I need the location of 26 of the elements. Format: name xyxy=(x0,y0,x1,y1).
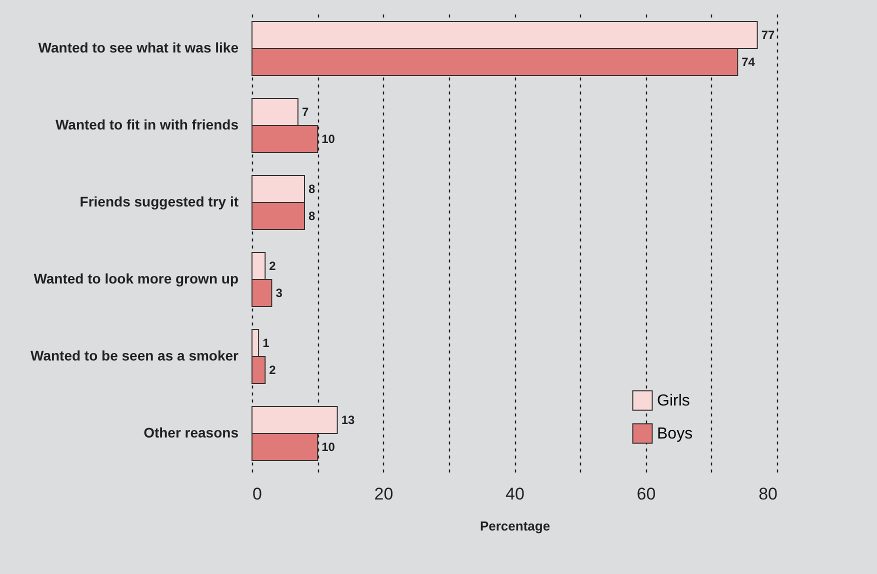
x-tick-label: 20 xyxy=(374,484,394,504)
y-tick-label: Other reasons xyxy=(144,424,239,440)
data-label: 74 xyxy=(742,54,756,69)
data-label: 77 xyxy=(761,28,775,42)
x-axis-title: Percentage xyxy=(480,518,550,534)
data-label: 10 xyxy=(322,440,336,454)
data-label: 8 xyxy=(308,182,316,196)
x-tick-label: 0 xyxy=(252,484,262,504)
x-tick-label: 60 xyxy=(636,484,656,504)
x-tick-label: 80 xyxy=(758,484,778,504)
data-label: 10 xyxy=(322,132,336,146)
data-label: 7 xyxy=(302,105,309,120)
data-label: 13 xyxy=(341,413,355,428)
data-label: 1 xyxy=(262,336,270,350)
data-label: 8 xyxy=(308,208,316,223)
data-label: 3 xyxy=(276,286,283,300)
y-tick-label: Wanted to see what it was like xyxy=(38,40,239,56)
x-tick-label: 40 xyxy=(506,484,524,504)
data-label: 2 xyxy=(269,362,276,377)
data-label: 2 xyxy=(269,259,276,274)
y-tick-label: Friends suggested try it xyxy=(80,194,239,210)
legend-label: Boys xyxy=(657,426,693,442)
legend-label: Girls xyxy=(657,392,690,410)
y-tick-label: Wanted to fit in with friends xyxy=(55,116,239,132)
y-tick-label: Wanted to look more grown up xyxy=(34,270,238,286)
y-tick-label: Wanted to be seen as a smoker xyxy=(30,348,240,364)
